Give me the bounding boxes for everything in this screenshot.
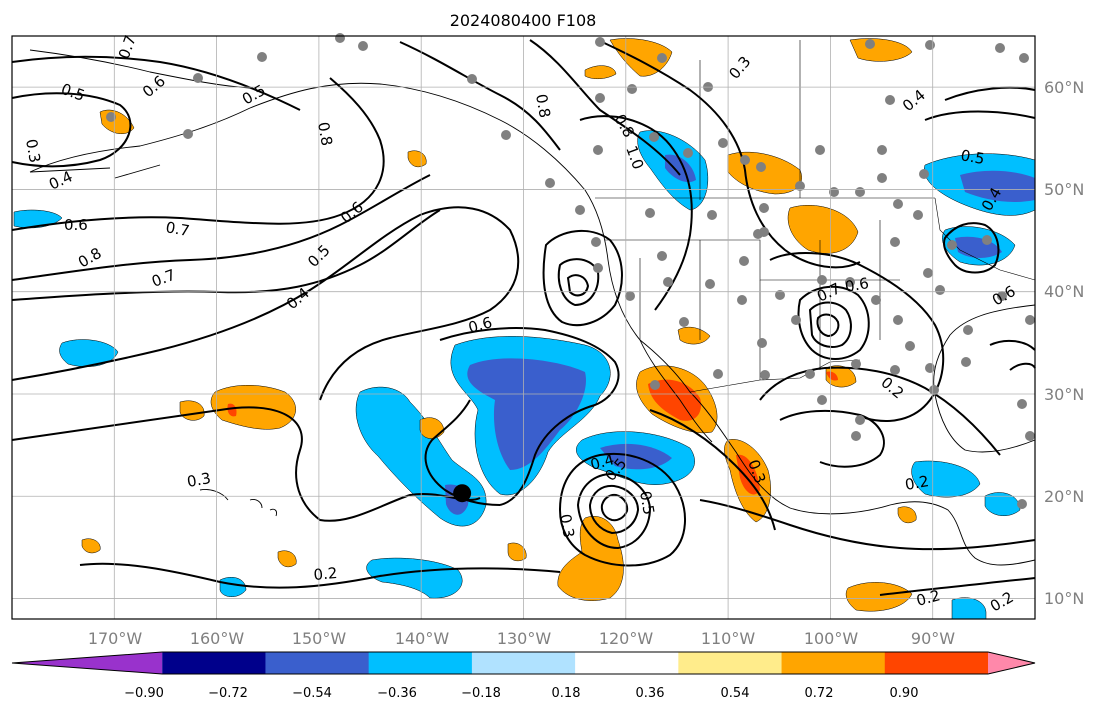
latitude-axis: 60°N 50°N 40°N 30°N 20°N 10°N: [1044, 78, 1084, 608]
colorbar-tick-label: −0.36: [377, 686, 417, 701]
colorbar-tick-label: 0.54: [721, 686, 750, 701]
colorbar-tick-label: 0.18: [552, 686, 581, 701]
contour-label: 0.4: [588, 450, 616, 474]
colorbar-extend-low: [12, 652, 163, 674]
colorbar-segment: [678, 652, 783, 674]
colorbar: [11, 651, 1036, 675]
colorbar-segment: [368, 652, 473, 674]
contour-label: 0.8: [314, 121, 336, 148]
contour-label: 0.3: [22, 138, 44, 165]
colorbar-extend-high: [988, 652, 1035, 674]
lat-tick-label: 20°N: [1044, 487, 1084, 506]
colorbar-segment: [781, 652, 886, 674]
colorbar-tick-label: −0.18: [461, 686, 501, 701]
colorbar-tick-label: −0.72: [208, 686, 248, 701]
colorbar-tick-label: 0.72: [805, 686, 834, 701]
station-dots: [106, 33, 1035, 509]
contour-label: 0.6: [844, 274, 871, 296]
colorbar-tick-label: 0.36: [636, 686, 665, 701]
figure-title: 2024080400 F108: [450, 11, 597, 30]
contour-lines: [11, 39, 1036, 596]
colorbar-tick-label: −0.90: [124, 686, 164, 701]
contour-label: 0.2: [914, 586, 942, 610]
colorbar-segment: [265, 652, 370, 674]
lon-tick-label: 100°W: [804, 629, 859, 648]
lat-tick-label: 30°N: [1044, 385, 1084, 404]
lat-tick-label: 60°N: [1044, 78, 1084, 97]
lon-tick-label: 160°W: [190, 629, 245, 648]
contour-label: 0.3: [186, 469, 213, 491]
map-panel: 0.7 0.5 0.6 0.3 0.4 0.5 0.8 0.6 0.7 0.8 …: [11, 33, 1036, 620]
lon-tick-label: 90°W: [911, 629, 955, 648]
lat-tick-label: 40°N: [1044, 282, 1084, 301]
contour-label: 0.7: [164, 218, 191, 240]
contour-label: 0.5: [959, 146, 986, 168]
contour-label: 0.2: [904, 472, 931, 494]
colorbar-tick-label: −0.54: [292, 686, 332, 701]
lat-tick-label: 50°N: [1044, 180, 1084, 199]
colorbar-tick-labels: −0.90 −0.72 −0.54 −0.36 −0.18 0.18 0.36 …: [124, 686, 918, 701]
lon-tick-label: 170°W: [88, 629, 143, 648]
lon-tick-label: 150°W: [292, 629, 347, 648]
colorbar-segment: [884, 652, 989, 674]
map-frame: [11, 35, 1036, 620]
contour-label: 0.2: [313, 564, 338, 584]
lon-tick-label: 110°W: [701, 629, 756, 648]
contour-label: 0.6: [64, 216, 88, 234]
lon-tick-label: 130°W: [497, 629, 552, 648]
lat-tick-label: 10°N: [1044, 589, 1084, 608]
contour-label: 0.5: [636, 490, 658, 517]
storm-position-marker: [453, 484, 472, 503]
lat-lon-grid: [12, 36, 1035, 619]
lon-tick-label: 140°W: [395, 629, 450, 648]
contour-label: 0.6: [466, 313, 494, 337]
contour-label: 0.8: [532, 93, 554, 120]
colorbar-segment: [162, 652, 266, 674]
lon-tick-label: 120°W: [599, 629, 654, 648]
colorbar-segment: [575, 652, 679, 674]
contour-label: 0.3: [556, 513, 578, 540]
colorbar-tick-label: 0.90: [890, 686, 919, 701]
colorbar-outline: [11, 651, 1036, 675]
colorbar-segment: [471, 652, 576, 674]
longitude-axis: 170°W 160°W 150°W 140°W 130°W 120°W 110°…: [88, 629, 955, 648]
